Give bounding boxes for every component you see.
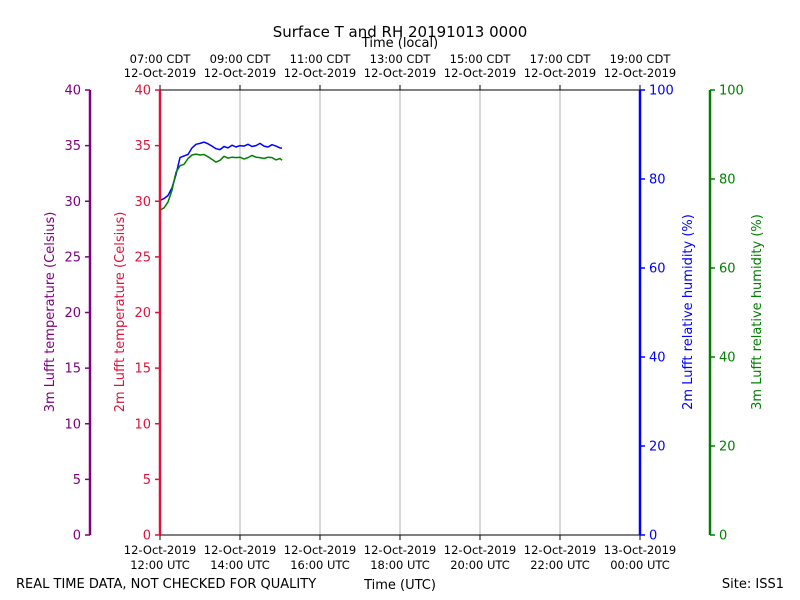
top-tick-label-time: 19:00 CDT (610, 52, 672, 66)
top-tick-label-date: 12-Oct-2019 (604, 66, 676, 80)
y-tick-label-rh_3m: 100 (719, 84, 744, 99)
series-line-rh_3m (159, 153, 283, 211)
y-tick-label-rh_3m: 20 (719, 440, 736, 455)
y-axis-label-rh-2m: 2m Lufft relative humidity (%) (681, 214, 696, 410)
y-tick-label-temp_3m: 10 (64, 417, 81, 432)
y-tick-label-rh_2m: 80 (649, 173, 666, 188)
y-tick-label-rh_2m: 0 (649, 529, 657, 544)
y-axis-label-temp-3m: 3m Lufft temperature (Celsius) (43, 212, 58, 413)
y-tick-label-temp_2m: 10 (134, 417, 151, 432)
y-tick-label-temp_3m: 0 (73, 529, 81, 544)
x-axis-label: Time (UTC) (363, 578, 436, 593)
y-tick-label-temp_2m: 25 (134, 250, 151, 265)
top-tick-label-date: 12-Oct-2019 (204, 66, 276, 80)
x-tick-label-date: 12-Oct-2019 (204, 543, 276, 557)
x-tick-label-time: 18:00 UTC (370, 558, 430, 572)
top-tick-label-date: 12-Oct-2019 (284, 66, 356, 80)
y-tick-label-rh_3m: 80 (719, 173, 736, 188)
data-lines (159, 141, 283, 211)
top-tick-label-time: 15:00 CDT (450, 52, 512, 66)
y-tick-label-temp_2m: 35 (134, 139, 151, 154)
y-tick-label-rh_3m: 40 (719, 351, 736, 366)
x-tick-label-time: 16:00 UTC (290, 558, 350, 572)
top-axis-label: Time (local) (361, 36, 438, 51)
y-tick-label-temp_2m: 20 (134, 306, 151, 321)
y-tick-label-temp_2m: 5 (143, 473, 151, 488)
top-tick-label-time: 07:00 CDT (130, 52, 192, 66)
y-tick-label-rh_2m: 100 (649, 84, 674, 99)
x-tick-label-time: 22:00 UTC (530, 558, 590, 572)
top-tick-label-time: 13:00 CDT (370, 52, 432, 66)
y-tick-label-temp_3m: 20 (64, 306, 81, 321)
y-tick-label-temp_3m: 15 (64, 362, 81, 377)
y-tick-label-temp_3m: 25 (64, 250, 81, 265)
y-axis-label-temp-2m: 2m Lufft temperature (Celsius) (113, 212, 128, 413)
x-tick-label-date: 12-Oct-2019 (284, 543, 356, 557)
x-tick-label-date: 13-Oct-2019 (604, 543, 676, 557)
top-tick-label-time: 11:00 CDT (290, 52, 352, 66)
x-tick-label-time: 12:00 UTC (130, 558, 190, 572)
y-tick-label-rh_2m: 60 (649, 262, 666, 277)
x-tick-label-time: 14:00 UTC (210, 558, 270, 572)
y-tick-label-temp_3m: 5 (73, 473, 81, 488)
top-tick-label-date: 12-Oct-2019 (124, 66, 196, 80)
y-tick-label-temp_2m: 30 (134, 195, 151, 210)
x-tick-label-date: 12-Oct-2019 (364, 543, 436, 557)
y-tick-label-rh_3m: 60 (719, 262, 736, 277)
y-tick-label-temp_2m: 40 (134, 84, 151, 99)
top-tick-label-date: 12-Oct-2019 (524, 66, 596, 80)
chart-title: Surface T and RH 20191013 0000 (273, 23, 528, 41)
footer-disclaimer: REAL TIME DATA, NOT CHECKED FOR QUALITY (16, 577, 316, 592)
top-tick-label-time: 17:00 CDT (530, 52, 592, 66)
top-tick-label-time: 09:00 CDT (210, 52, 272, 66)
grid-lines (239, 90, 561, 535)
x-tick-label-date: 12-Oct-2019 (124, 543, 196, 557)
top-tick-label-date: 12-Oct-2019 (444, 66, 516, 80)
y-tick-label-temp_2m: 0 (143, 529, 151, 544)
top-tick-label-date: 12-Oct-2019 (364, 66, 436, 80)
y-tick-label-rh_2m: 40 (649, 351, 666, 366)
y-axis-label-rh-3m: 3m Lufft relative humidity (%) (750, 214, 765, 410)
footer-site: Site: ISS1 (722, 577, 784, 592)
y-tick-label-rh_3m: 0 (719, 529, 727, 544)
series-line-rh_2m (159, 141, 283, 202)
x-tick-label-time: 00:00 UTC (610, 558, 670, 572)
x-tick-label-time: 20:00 UTC (450, 558, 510, 572)
x-tick-label-date: 12-Oct-2019 (444, 543, 516, 557)
y-tick-label-temp_3m: 30 (64, 195, 81, 210)
y-tick-label-rh_2m: 20 (649, 440, 666, 455)
y-tick-label-temp_3m: 35 (64, 139, 81, 154)
y-tick-label-temp_3m: 40 (64, 84, 81, 99)
x-tick-label-date: 12-Oct-2019 (524, 543, 596, 557)
y-tick-label-temp_2m: 15 (134, 362, 151, 377)
